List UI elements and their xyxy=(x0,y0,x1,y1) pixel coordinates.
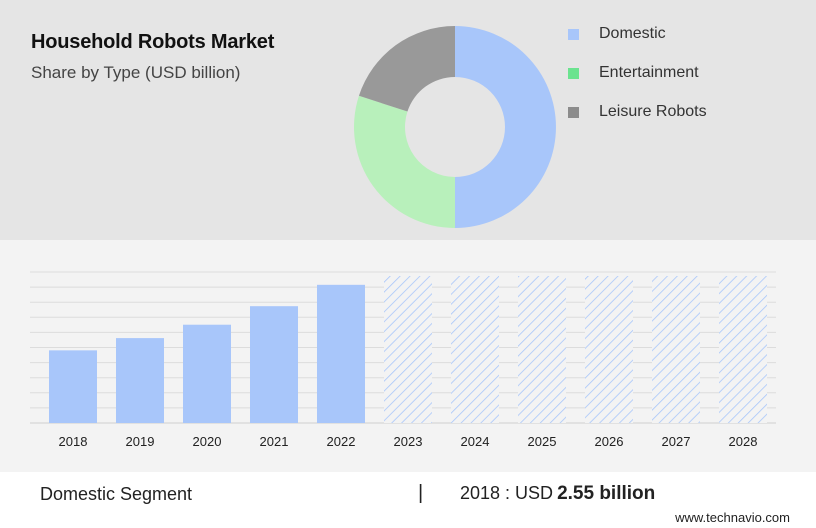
bar-2022 xyxy=(317,284,365,423)
x-tick-label: 2020 xyxy=(193,434,222,449)
segment-value-prefix: 2018 : USD xyxy=(460,483,554,503)
bar-forecast-2027 xyxy=(652,276,700,423)
x-tick-label: 2021 xyxy=(260,434,289,449)
legend-item-leisure-robots: Leisure Robots xyxy=(568,100,707,124)
x-tick-label: 2022 xyxy=(327,434,356,449)
footer: Domestic Segment | 2018 : USD 2.55 billio… xyxy=(0,472,816,528)
bar-2020 xyxy=(183,324,231,423)
x-tick-label: 2026 xyxy=(595,434,624,449)
footer-divider: | xyxy=(418,482,424,504)
bar-forecast-2028 xyxy=(719,276,767,423)
chart-title: Household Robots Market xyxy=(31,31,275,53)
bar-forecast-2023 xyxy=(384,276,432,423)
bar-forecast-2025 xyxy=(518,276,566,423)
bar-2019 xyxy=(116,338,164,423)
x-tick-label: 2028 xyxy=(729,434,758,449)
donut-slice-leisure-robots xyxy=(358,26,455,112)
bar-2021 xyxy=(250,306,298,423)
segment-value-amount: 2.55 billion xyxy=(557,483,656,504)
donut-chart xyxy=(354,26,556,229)
legend-swatch xyxy=(568,28,579,40)
x-tick-label: 2024 xyxy=(461,434,490,449)
donut-slice-domestic xyxy=(455,26,556,228)
legend-label: Entertainment xyxy=(599,64,699,81)
segment-label: Domestic Segment xyxy=(40,484,193,504)
x-tick-label: 2019 xyxy=(126,434,155,449)
legend-item-entertainment: Entertainment xyxy=(568,61,699,85)
x-tick-label: 2027 xyxy=(662,434,691,449)
brand-url[interactable]: www.technavio.com xyxy=(675,510,790,525)
legend-label: Leisure Robots xyxy=(599,103,707,120)
legend-swatch xyxy=(568,67,579,79)
x-tick-label: 2023 xyxy=(394,434,423,449)
segment-value: 2018 : USD 2.55 billion xyxy=(460,483,655,505)
chart-subtitle: Share by Type (USD billion) xyxy=(31,63,241,82)
legend-label: Domestic xyxy=(599,25,666,42)
bar-forecast-2024 xyxy=(451,276,499,423)
bar-forecast-2026 xyxy=(585,276,633,423)
x-tick-label: 2025 xyxy=(528,434,557,449)
bar-chart: 2018 2019 2020 2021 2022 2023 2024 2025 2026 2027… xyxy=(30,271,776,449)
donut-slice-entertainment xyxy=(354,95,455,229)
bar-2018 xyxy=(49,350,97,423)
legend-item-domestic: Domestic xyxy=(568,22,666,46)
x-tick-label: 2018 xyxy=(59,434,88,449)
legend-swatch xyxy=(568,106,579,118)
